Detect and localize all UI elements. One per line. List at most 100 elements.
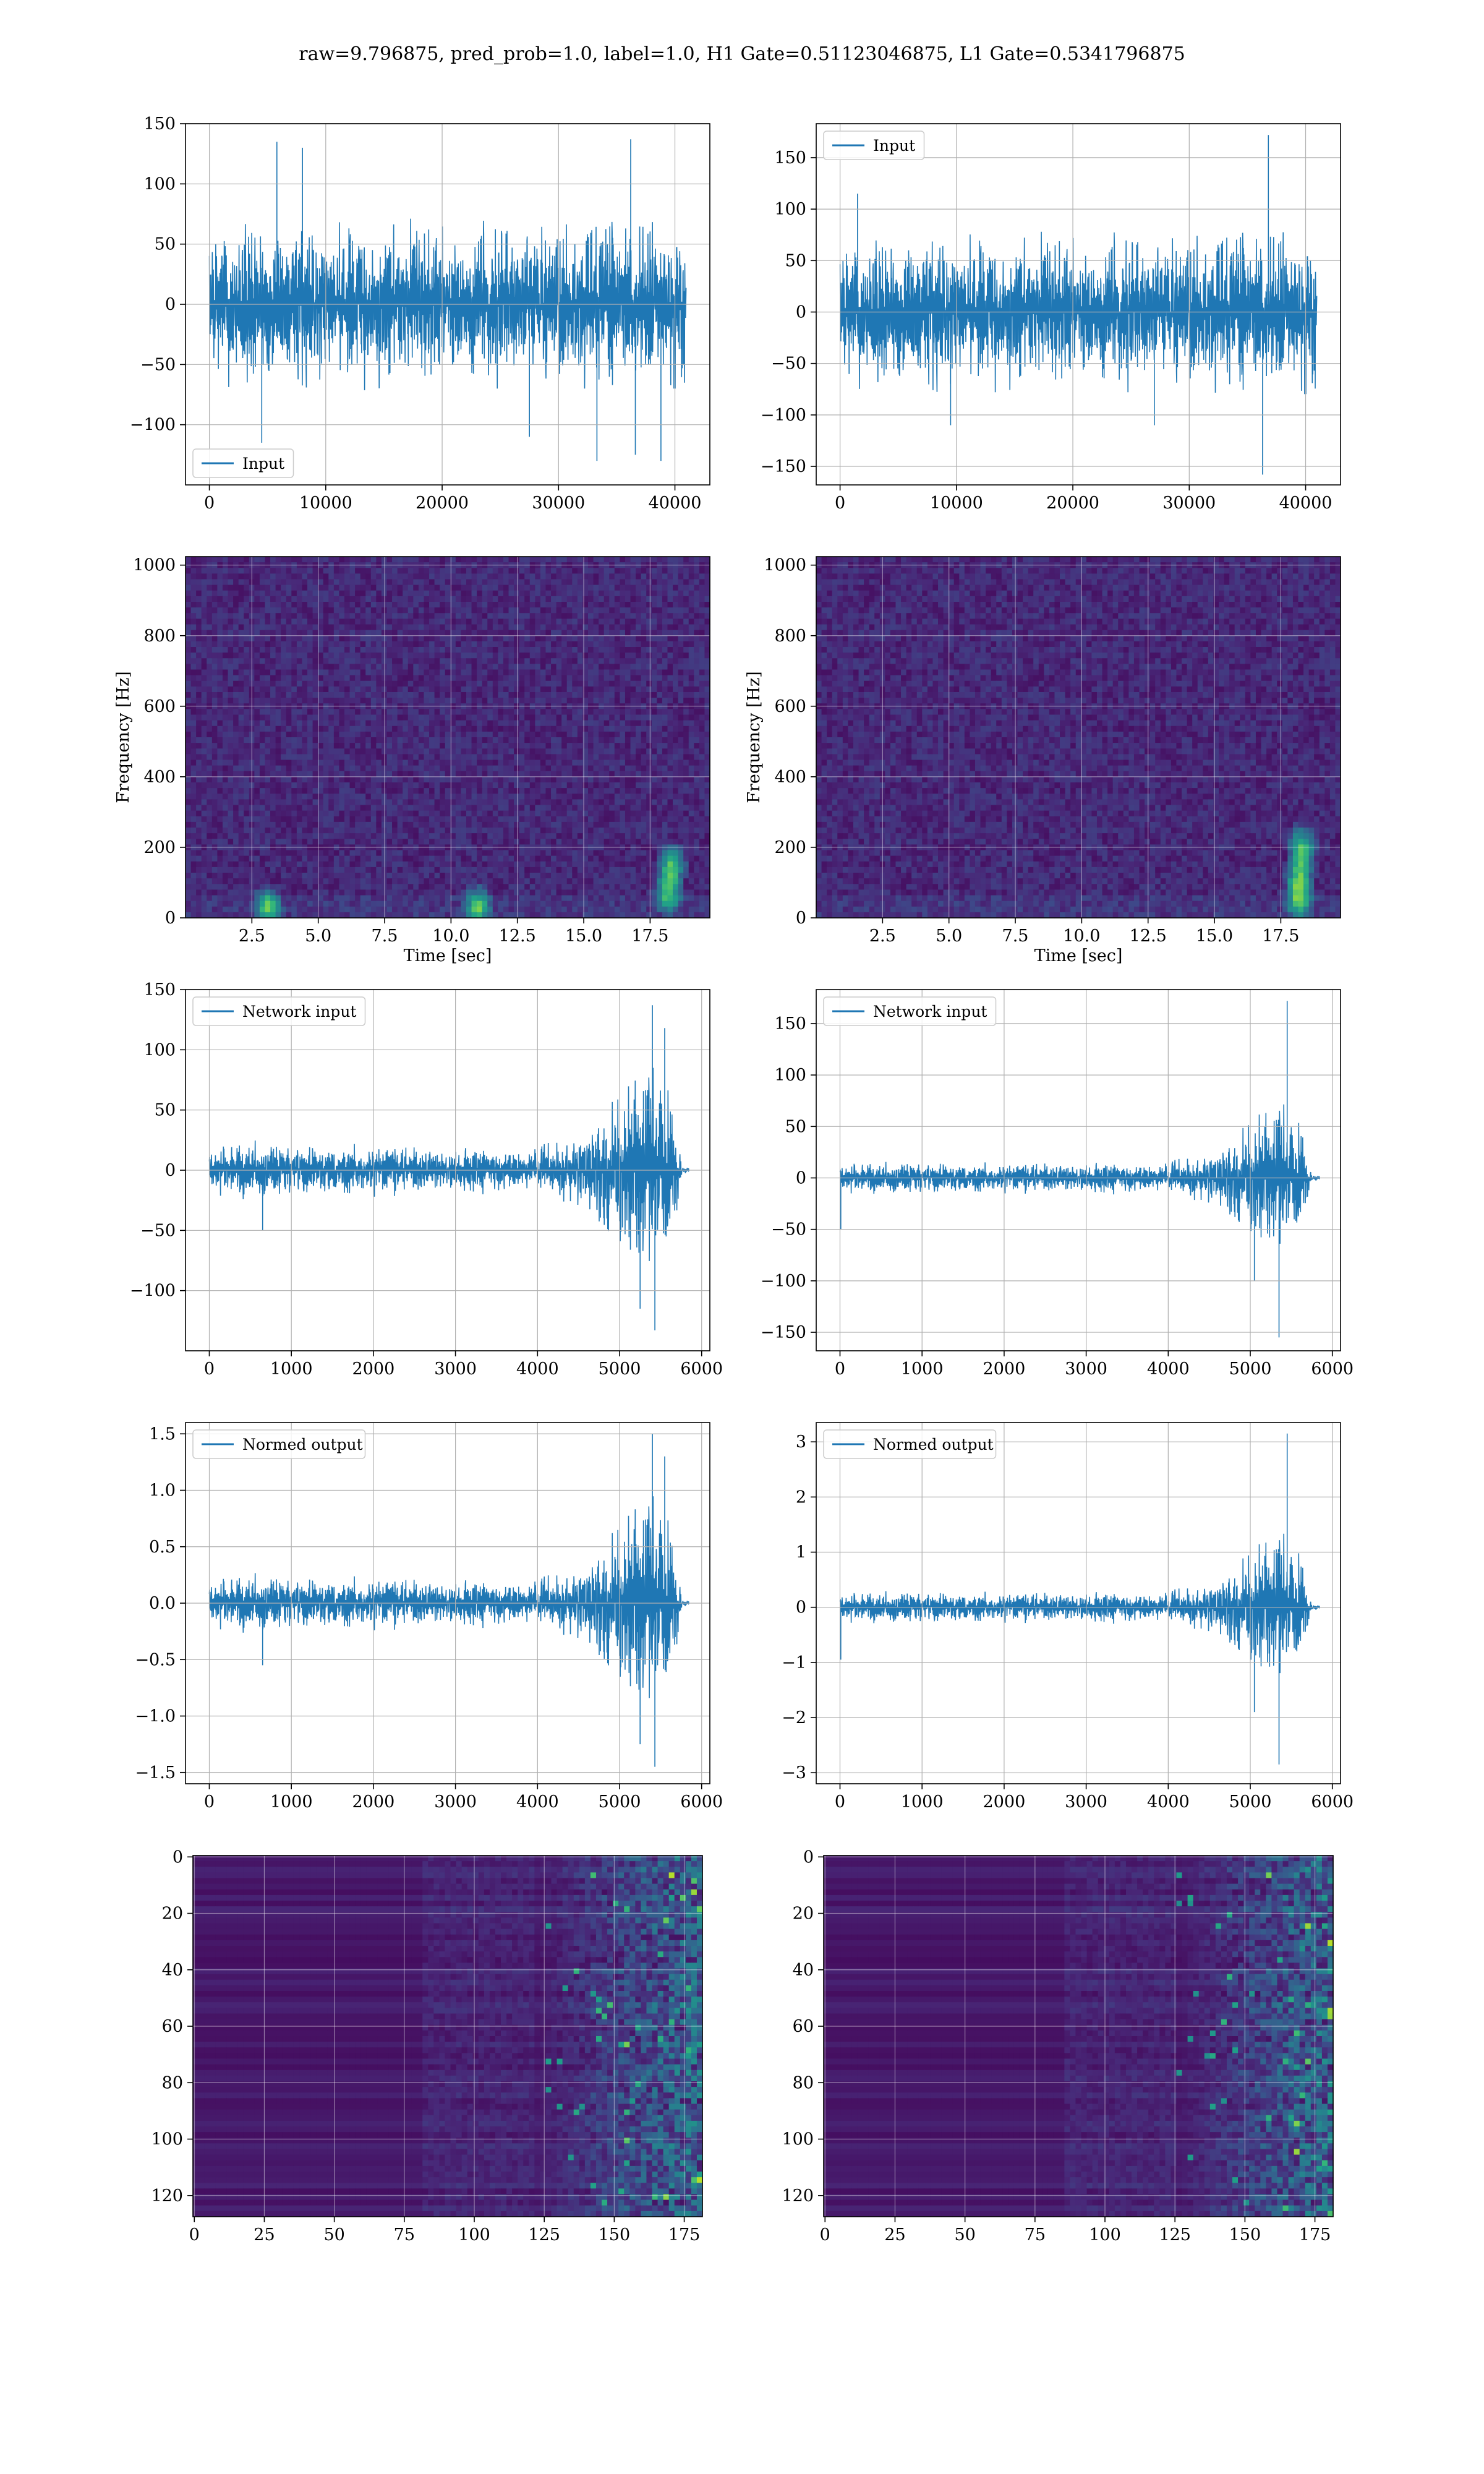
- spectrogram-cell: [688, 731, 694, 738]
- spectrogram-h1-chart: 2.5 5.0 7.5 10.0 12.5 15.0 17.5020040060080010…: [114, 556, 710, 965]
- spectrogram-cell: [561, 557, 568, 563]
- spectrogram-cell: [222, 664, 229, 670]
- spectrogram-cell: [323, 675, 329, 682]
- spectrogram-cell: [434, 658, 440, 664]
- spectrogram-cell: [355, 799, 361, 806]
- spectrogram-cell: [593, 810, 599, 817]
- spectrogram-cell: [323, 714, 329, 721]
- spectrogram-cell: [603, 726, 610, 732]
- spectrogram-cell: [466, 647, 472, 653]
- spectrogram-cell: [620, 590, 626, 597]
- spectrogram-cell: [540, 675, 547, 682]
- spectrogram-cell: [440, 805, 446, 811]
- spectrogram-cell: [641, 726, 647, 732]
- spectrogram-cell: [667, 618, 673, 625]
- spectrogram-cell: [201, 731, 207, 738]
- spectrogram-cell: [630, 828, 636, 834]
- spectrogram-cell: [519, 821, 525, 828]
- spectrogram-cell: [207, 675, 213, 682]
- spectrogram-cell: [625, 573, 631, 580]
- spectrogram-cell: [445, 641, 451, 648]
- spectrogram-cell: [370, 596, 377, 602]
- spectrogram-cell: [323, 810, 329, 817]
- spectrogram-cell: [386, 743, 393, 749]
- spectrogram-cell: [694, 810, 700, 817]
- spectrogram-cell: [270, 799, 276, 806]
- spectrogram-cell: [323, 624, 329, 631]
- spectrogram-cell: [355, 579, 361, 586]
- spectrogram-cell: [556, 596, 562, 602]
- spectrogram-cell: [392, 799, 398, 806]
- spectrogram-cell: [466, 743, 472, 749]
- spectrogram-cell: [577, 828, 584, 834]
- spectrogram-cell: [556, 669, 562, 676]
- spectrogram-cell: [646, 680, 652, 687]
- spectrogram-cell: [662, 680, 668, 687]
- spectrogram-cell: [270, 680, 276, 687]
- spectrogram-cell: [440, 816, 446, 823]
- spectrogram-cell: [196, 624, 202, 631]
- spectrogram-cell: [228, 833, 234, 839]
- spectrogram-cell: [508, 799, 514, 806]
- spectrogram-cell: [593, 760, 599, 766]
- spectrogram-cell: [211, 579, 218, 586]
- spectrogram-cell: [222, 602, 229, 608]
- spectrogram-cell: [413, 562, 419, 568]
- spectrogram-cell: [333, 653, 340, 659]
- spectrogram-cell: [508, 579, 514, 586]
- spectrogram-cell: [572, 618, 578, 625]
- spectrogram-cell: [545, 680, 552, 687]
- spectrogram-cell: [582, 630, 589, 636]
- spectrogram-cell: [683, 821, 689, 828]
- spectrogram-cell: [328, 584, 335, 591]
- spectrogram-cell: [694, 765, 700, 772]
- spectrogram-cell: [238, 726, 244, 732]
- spectrogram-cell: [445, 698, 451, 704]
- spectrogram-cell: [566, 709, 573, 716]
- spectrogram-cell: [593, 680, 599, 687]
- spectrogram-cell: [270, 658, 276, 664]
- spectrogram-cell: [355, 624, 361, 631]
- spectrogram-cell: [328, 557, 335, 563]
- spectrogram-cell: [519, 692, 525, 698]
- spectrogram-cell: [312, 726, 318, 732]
- spectrogram-cell: [455, 760, 462, 766]
- spectrogram-cell: [429, 624, 435, 631]
- spectrogram-cell: [365, 709, 372, 716]
- spectrogram-cell: [492, 613, 498, 619]
- spectrogram-cell: [519, 703, 525, 709]
- spectrogram-cell: [535, 760, 541, 766]
- spectrogram-cell: [376, 573, 382, 580]
- spectrogram-cell: [349, 675, 356, 682]
- spectrogram-cell: [688, 788, 694, 794]
- spectrogram-cell: [302, 658, 308, 664]
- spectrogram-cell: [440, 630, 446, 636]
- spectrogram-cell: [254, 731, 260, 738]
- spectrogram-cell: [355, 754, 361, 761]
- spectrogram-cell: [551, 794, 557, 800]
- spectrogram-cell: [254, 658, 260, 664]
- spectrogram-cell: [211, 743, 218, 749]
- spectrogram-cell: [551, 805, 557, 811]
- spectrogram-cell: [646, 602, 652, 608]
- spectrogram-cell: [217, 833, 223, 839]
- spectrogram-cell: [529, 602, 535, 608]
- spectrogram-cell: [482, 613, 488, 619]
- spectrogram-cell: [323, 568, 329, 574]
- spectrogram-cell: [603, 618, 610, 625]
- spectrogram-cell: [466, 720, 472, 727]
- spectrogram-cell: [519, 618, 525, 625]
- input-l1-frame: [816, 123, 1341, 486]
- spectrogram-cell: [556, 720, 562, 727]
- spectrogram-cell: [244, 698, 250, 704]
- spectrogram-cell: [593, 602, 599, 608]
- spectrogram-cell: [556, 557, 562, 563]
- spectrogram-cell: [519, 635, 525, 642]
- spectrogram-cell: [482, 630, 488, 636]
- spectrogram-cell: [503, 692, 510, 698]
- spectrogram-cell: [551, 788, 557, 794]
- spectrogram-cell: [217, 794, 223, 800]
- spectrogram-cell: [376, 698, 382, 704]
- spectrogram-cell: [328, 568, 335, 574]
- spectrogram-cell: [392, 765, 398, 772]
